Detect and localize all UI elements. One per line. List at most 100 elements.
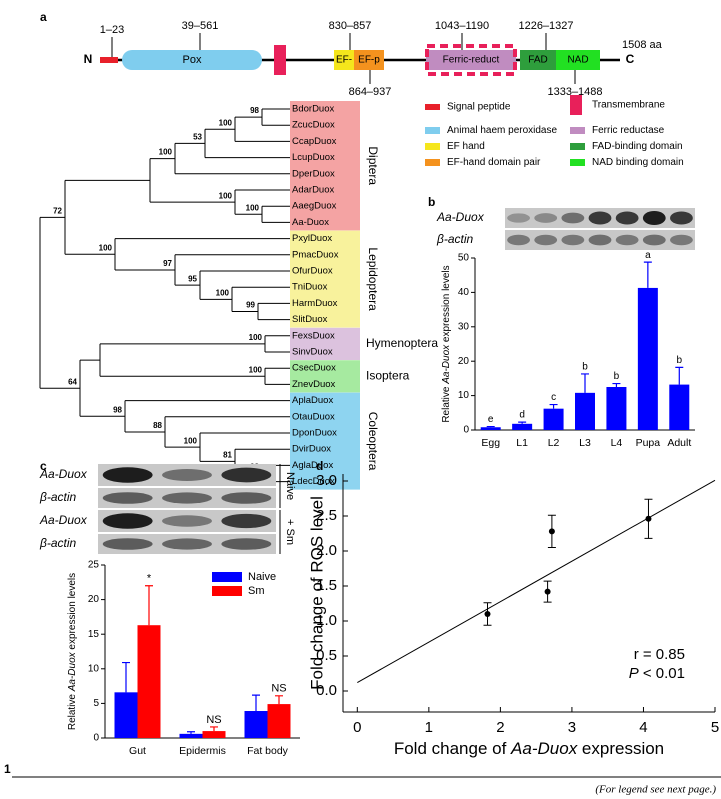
error-bar xyxy=(122,661,130,693)
domain xyxy=(426,50,516,70)
leaf-label: DvirDuox xyxy=(292,444,331,455)
bar xyxy=(637,287,658,430)
bootstrap-value: 100 xyxy=(219,118,233,127)
bar xyxy=(267,704,291,738)
x-tick-label: Gut xyxy=(129,745,146,757)
x-tick-label: L4 xyxy=(611,437,623,449)
bootstrap-value: 64 xyxy=(68,377,77,386)
y-tick-label: 0 xyxy=(93,733,99,744)
transmembrane-stripes xyxy=(425,44,517,76)
y-axis-label-part: Relative xyxy=(67,694,78,731)
bootstrap-value: 97 xyxy=(163,259,172,268)
bar xyxy=(512,423,533,430)
domain xyxy=(122,50,262,70)
blot-group-label: + Sm xyxy=(284,519,296,545)
clade-label: Hymenoptera xyxy=(366,336,438,350)
leaf-label: TniDuox xyxy=(292,282,328,293)
bootstrap-value: 100 xyxy=(159,148,173,157)
annotation: NS xyxy=(206,714,221,726)
range-label: 864–937 xyxy=(349,86,392,98)
annotation: * xyxy=(147,573,152,585)
blot-band xyxy=(507,213,530,223)
legend-label: Signal peptide xyxy=(447,102,511,113)
blot-label: β-actin xyxy=(39,490,77,504)
blot-band xyxy=(642,210,666,226)
blot-band xyxy=(102,492,153,504)
blot-band xyxy=(615,234,639,246)
bootstrap-value: 100 xyxy=(246,203,260,212)
range-label: 39–561 xyxy=(182,20,219,32)
legend-label: FAD-binding domain xyxy=(592,141,683,152)
bootstrap-value: 100 xyxy=(99,243,113,252)
y-axis-label: Relative Aa-Duox expression levels xyxy=(67,573,78,730)
blot-band xyxy=(534,213,558,223)
bootstrap-value: 100 xyxy=(184,436,198,445)
clade-box xyxy=(290,230,360,328)
blot-band xyxy=(162,492,212,504)
legend-label: Naive xyxy=(248,571,276,583)
x-tick-label: Fat body xyxy=(247,745,289,757)
annotation: b xyxy=(677,355,683,366)
y-tick-label: 0.5 xyxy=(316,647,337,664)
blot-band xyxy=(221,538,272,550)
blot-label: β-actin xyxy=(436,232,474,246)
bar xyxy=(137,625,161,738)
leaf-label: PmacDuox xyxy=(292,249,339,260)
annotation: P < 0.01 xyxy=(629,665,685,682)
error-bar xyxy=(581,373,589,393)
bootstrap-value: 53 xyxy=(193,133,202,142)
clade-label: Coleoptera xyxy=(366,412,380,471)
annotation: a xyxy=(645,250,651,261)
domain xyxy=(334,50,354,70)
y-tick-label: 10 xyxy=(458,390,470,401)
clade-label: Lepidoptera xyxy=(366,247,380,311)
domain-name: EF-p xyxy=(358,55,380,66)
legend-swatch xyxy=(570,143,585,150)
bar xyxy=(179,733,203,738)
blot-band xyxy=(162,469,212,481)
x-axis-label-part: Fold change of xyxy=(394,739,507,758)
range-label: 1043–1190 xyxy=(435,20,489,32)
error-bar xyxy=(549,403,558,409)
leaf-label: CsecDuox xyxy=(292,363,336,374)
leaf-label: OtauDuox xyxy=(292,411,335,422)
figure-label: 1 xyxy=(4,762,11,776)
y-tick-label: 10 xyxy=(88,663,100,674)
leaf-label: AplaDuox xyxy=(292,395,333,406)
leaf-label: BdorDuox xyxy=(292,104,334,115)
domain-name: EF- xyxy=(336,55,352,66)
error-bar xyxy=(675,366,684,385)
y-axis-label-gene: Aa-Duox xyxy=(441,344,452,385)
blot-band xyxy=(615,211,639,225)
panel-label: d xyxy=(316,459,323,473)
range-label: 1226–1327 xyxy=(518,20,573,32)
transmembrane xyxy=(274,45,286,75)
y-tick-label: 25 xyxy=(88,560,100,571)
legend-label: Transmembrane xyxy=(592,100,665,111)
y-tick-label: 5 xyxy=(93,698,99,709)
leaf-label: OfurDuox xyxy=(292,266,333,277)
error-bar xyxy=(252,694,260,712)
domain-name: NAD xyxy=(567,55,588,66)
leaf-label: Aa-Duox xyxy=(292,217,329,228)
legend-label: Animal haem peroxidase xyxy=(447,125,557,136)
range-label: 1–23 xyxy=(100,24,124,36)
clade-label: Diptera xyxy=(366,146,380,185)
y-tick-label: 0.0 xyxy=(316,682,337,699)
legend-label: Ferric reductase xyxy=(592,125,665,136)
domain-name: Ferric-reduct xyxy=(443,55,500,66)
blot-band xyxy=(588,234,612,246)
annotation: b xyxy=(582,362,588,373)
x-tick-label: 5 xyxy=(711,719,719,736)
error-bar xyxy=(486,425,495,428)
bootstrap-value: 72 xyxy=(53,206,62,215)
bootstrap-value: 100 xyxy=(216,288,230,297)
bootstrap-value: 98 xyxy=(113,405,122,414)
bootstrap-value: 95 xyxy=(188,274,197,283)
y-tick-label: 30 xyxy=(458,321,470,332)
legend-label: NAD binding domain xyxy=(592,157,684,168)
range-label: 1333–1488 xyxy=(547,86,602,98)
y-tick-label: 0 xyxy=(463,425,469,436)
blot-band xyxy=(642,234,666,246)
error-bar xyxy=(145,585,153,626)
